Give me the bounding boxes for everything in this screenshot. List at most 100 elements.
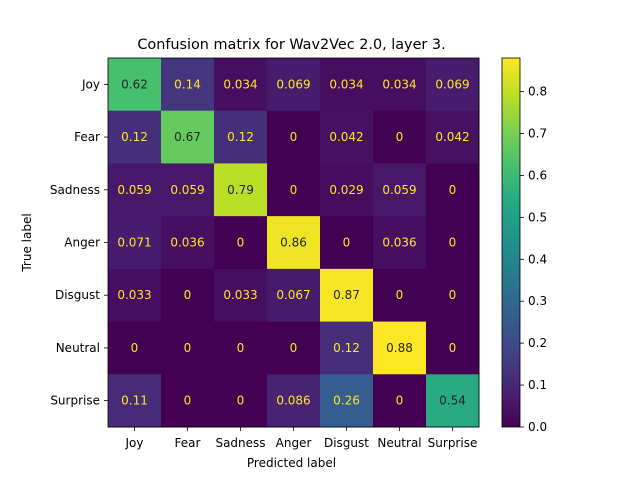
cell-value-label: 0.034	[329, 77, 363, 91]
heatmap-cell	[161, 268, 215, 323]
heatmap-cell	[320, 58, 374, 112]
heatmap-cell	[214, 110, 268, 164]
colorbar-tick-label: 0.1	[528, 378, 547, 392]
cell-value-label: 0.029	[329, 183, 363, 197]
cell-value-label: 0.62	[121, 77, 148, 91]
heatmap-cell	[108, 110, 162, 164]
x-tick-label: Neutral	[377, 436, 421, 450]
heatmap-cells	[108, 58, 480, 428]
x-axis-label: Predicted label	[247, 456, 336, 470]
cell-value-label: 0.042	[435, 130, 469, 144]
cell-value-label: 0.12	[333, 341, 360, 355]
colorbar-tick-label: 0.3	[528, 294, 547, 308]
cell-value-label: 0	[184, 288, 192, 302]
cell-value-label: 0.033	[117, 288, 151, 302]
cell-value-label: 0.033	[223, 288, 257, 302]
cell-value-label: 0	[449, 288, 457, 302]
heatmap-cell	[161, 58, 215, 112]
heatmap-cell	[373, 216, 427, 270]
cell-value-label: 0	[184, 394, 192, 408]
heatmap-cell	[320, 321, 374, 375]
y-axis-ticks: Joy Fear Sadness Anger Disgust Neutral Surpris…	[50, 77, 108, 408]
heatmap-cell	[426, 110, 480, 164]
chart-title: Confusion matrix for Wav2Vec 2.0, layer …	[137, 37, 445, 53]
heatmap-cell	[214, 58, 268, 112]
cell-value-label: 0	[449, 341, 457, 355]
y-tick-label: Anger	[64, 236, 100, 250]
cell-value-label: 0.034	[382, 77, 416, 91]
cell-value-label: 0.067	[276, 288, 310, 302]
heatmap-cell	[320, 216, 374, 270]
cell-value-label: 0.036	[382, 236, 416, 250]
heatmap-cell	[426, 163, 480, 217]
heatmap-cell	[426, 374, 480, 428]
cell-value-label: 0	[449, 183, 457, 197]
cell-value-label: 0.54	[439, 394, 466, 408]
cell-value-label: 0	[237, 341, 245, 355]
colorbar-tick-label: 0.6	[528, 168, 547, 182]
x-tick-label: Sadness	[215, 436, 265, 450]
cell-value-label: 0	[449, 236, 457, 250]
y-tick-label: Fear	[74, 130, 100, 144]
heatmap-cell	[426, 321, 480, 375]
heatmap-cell	[161, 321, 215, 375]
heatmap-cell	[373, 110, 427, 164]
heatmap-cell	[214, 374, 268, 428]
heatmap-cell	[161, 163, 215, 217]
cell-value-label: 0	[396, 130, 404, 144]
cell-value-label: 0	[237, 394, 245, 408]
cell-value-labels: 0.62 0.14 0.034 0.069 0.034 0.034 0.069 0.12 0.6…	[117, 77, 469, 407]
cell-value-label: 0	[184, 341, 192, 355]
cell-value-label: 0	[290, 341, 298, 355]
heatmap-cell	[108, 216, 162, 270]
heatmap-cell	[108, 321, 162, 375]
x-tick-label: Joy	[125, 436, 144, 450]
x-tick-label: Anger	[276, 436, 312, 450]
cell-value-label: 0	[131, 341, 139, 355]
cell-value-label: 0.11	[121, 394, 148, 408]
heatmap-cell	[373, 163, 427, 217]
heatmap-cell	[426, 268, 480, 323]
heatmap-cell	[214, 163, 268, 217]
x-tick-label: Surprise	[428, 436, 478, 450]
cell-value-label: 0.059	[117, 183, 151, 197]
cell-value-label: 0.14	[174, 77, 201, 91]
y-tick-label: Joy	[81, 77, 100, 91]
colorbar	[501, 57, 521, 428]
cell-value-label: 0.12	[121, 130, 148, 144]
heatmap-cell	[214, 216, 268, 270]
heatmap-cell	[267, 58, 321, 112]
colorbar-ticks: 0.0 0.1 0.2 0.3 0.4 0.5 0.6 0.7 0.8	[520, 85, 547, 434]
cell-value-label: 0	[396, 394, 404, 408]
colorbar-tick-label: 0.4	[528, 252, 547, 266]
x-tick-label: Disgust	[324, 436, 369, 450]
heatmap-cell	[267, 268, 321, 323]
cell-value-label: 0	[343, 236, 351, 250]
colorbar-tick-label: 0.2	[528, 336, 547, 350]
cell-value-label: 0.88	[386, 341, 413, 355]
cell-value-label: 0	[290, 183, 298, 197]
heatmap-cell	[108, 163, 162, 217]
cell-value-label: 0.036	[170, 236, 204, 250]
cell-value-label: 0.086	[276, 394, 310, 408]
x-tick-label: Fear	[175, 436, 201, 450]
heatmap-cell	[426, 58, 480, 112]
heatmap-cell	[373, 268, 427, 323]
heatmap-cell	[320, 110, 374, 164]
heatmap-cell	[426, 216, 480, 270]
heatmap-cell	[267, 216, 321, 270]
cell-value-label: 0	[396, 288, 404, 302]
cell-value-label: 0	[237, 236, 245, 250]
heatmap-cell	[320, 374, 374, 428]
x-axis-ticks: Joy Fear Sadness Anger Disgust Neutral Surpris…	[125, 427, 478, 450]
heatmap-cell	[108, 374, 162, 428]
colorbar-tick-label: 0.7	[528, 126, 547, 140]
cell-value-label: 0.042	[329, 130, 363, 144]
heatmap-cell	[267, 321, 321, 375]
y-tick-label: Surprise	[50, 394, 100, 408]
cell-value-label: 0.12	[227, 130, 254, 144]
heatmap-cell	[161, 374, 215, 428]
cell-value-label: 0.059	[382, 183, 416, 197]
heatmap-cell	[267, 374, 321, 428]
